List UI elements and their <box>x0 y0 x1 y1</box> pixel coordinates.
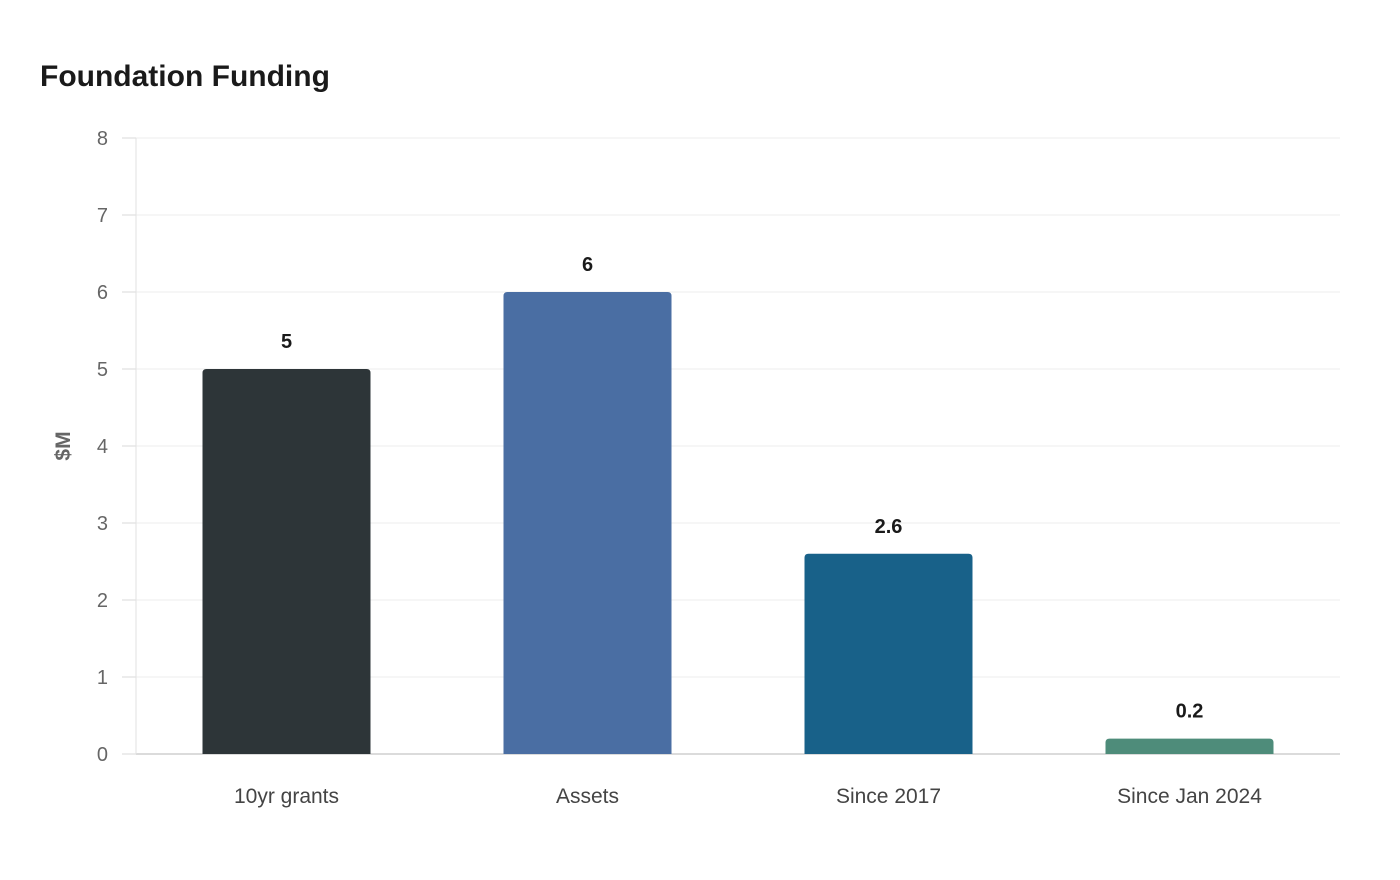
y-tick-label: 1 <box>97 667 108 689</box>
x-tick-label: Since 2017 <box>836 785 941 808</box>
data-label: 5 <box>281 331 292 353</box>
x-tick-label: Assets <box>556 785 619 808</box>
y-tick-label: 6 <box>97 282 108 304</box>
bar <box>804 553 973 754</box>
bar <box>503 292 672 754</box>
y-tick-label: 2 <box>97 590 108 612</box>
y-tick-label: 5 <box>97 359 108 381</box>
bar <box>202 369 371 754</box>
y-axis-label: $M <box>52 431 75 460</box>
bar <box>1105 738 1274 754</box>
y-tick-label: 4 <box>97 436 108 458</box>
y-tick-label: 3 <box>97 513 108 535</box>
data-label: 6 <box>582 254 593 276</box>
x-tick-label: 10yr grants <box>234 785 339 808</box>
data-label: 0.2 <box>1176 701 1204 723</box>
chart-title: Foundation Funding <box>40 60 330 93</box>
y-tick-label: 8 <box>97 128 108 150</box>
x-tick-label: Since Jan 2024 <box>1117 785 1262 808</box>
y-tick-label: 7 <box>97 205 108 227</box>
y-tick-label: 0 <box>97 744 108 766</box>
data-label: 2.6 <box>875 516 903 538</box>
